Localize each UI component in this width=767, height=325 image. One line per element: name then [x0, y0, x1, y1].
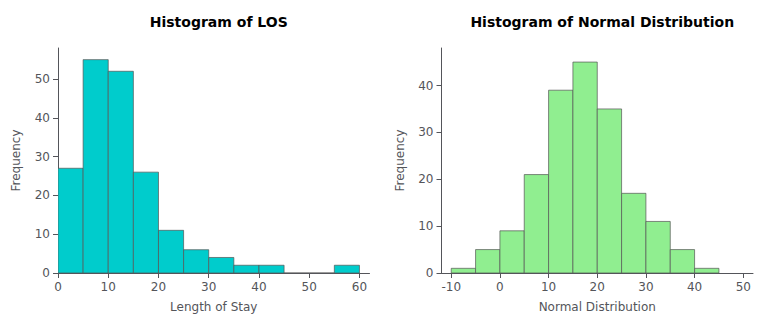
- svg-text:50: 50: [302, 280, 317, 294]
- svg-text:10: 10: [541, 280, 556, 294]
- svg-text:-10: -10: [441, 280, 461, 294]
- svg-text:20: 20: [35, 188, 50, 202]
- svg-text:50: 50: [736, 280, 751, 294]
- svg-text:Frequency: Frequency: [9, 130, 23, 192]
- svg-text:20: 20: [590, 280, 605, 294]
- svg-text:40: 40: [251, 280, 266, 294]
- svg-text:30: 30: [638, 280, 653, 294]
- svg-text:Histogram of LOS: Histogram of LOS: [150, 14, 288, 30]
- svg-text:Histogram of Normal Distributi: Histogram of Normal Distribution: [470, 14, 734, 30]
- svg-text:10: 10: [418, 219, 433, 233]
- svg-text:20: 20: [151, 280, 166, 294]
- svg-text:30: 30: [35, 150, 50, 164]
- svg-text:60: 60: [352, 280, 367, 294]
- svg-text:40: 40: [418, 79, 433, 93]
- svg-text:0: 0: [496, 280, 504, 294]
- svg-text:10: 10: [101, 280, 116, 294]
- svg-text:0: 0: [54, 280, 62, 294]
- svg-text:30: 30: [418, 125, 433, 139]
- svg-text:Length of Stay: Length of Stay: [170, 300, 257, 314]
- svg-text:20: 20: [418, 172, 433, 186]
- svg-text:0: 0: [42, 266, 50, 280]
- svg-text:10: 10: [35, 227, 50, 241]
- svg-text:30: 30: [201, 280, 216, 294]
- svg-text:Normal Distribution: Normal Distribution: [539, 300, 656, 314]
- svg-text:0: 0: [426, 266, 434, 280]
- svg-text:40: 40: [687, 280, 702, 294]
- svg-text:40: 40: [35, 111, 50, 125]
- svg-text:50: 50: [35, 72, 50, 86]
- svg-text:Frequency: Frequency: [393, 130, 407, 192]
